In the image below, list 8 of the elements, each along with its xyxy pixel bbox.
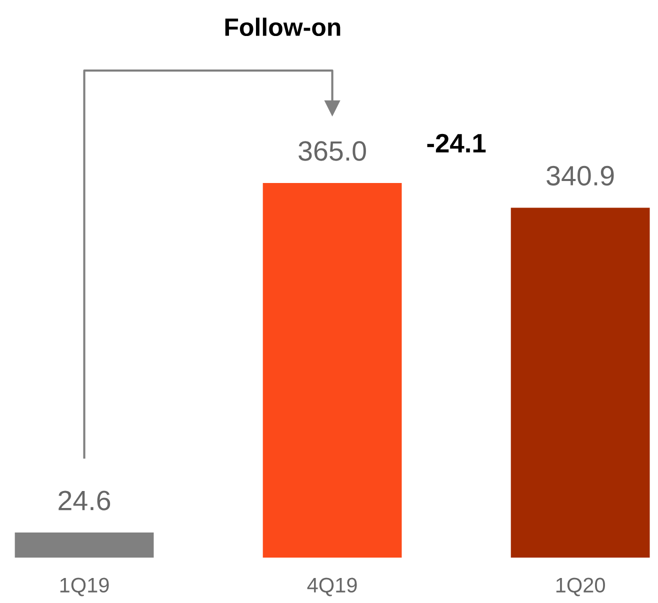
- text: Follow-on: [225, 18, 340, 36]
- x-tick-label: 4Q19: [307, 578, 357, 596]
- data-label: 340.9: [546, 166, 614, 186]
- data-label: 24.6: [58, 490, 110, 510]
- data-label: 365.0: [298, 141, 366, 161]
- x-tick-label: 1Q19: [60, 578, 109, 596]
- x-tick-label: 1Q20: [556, 578, 605, 596]
- text: -24.1: [427, 134, 486, 152]
